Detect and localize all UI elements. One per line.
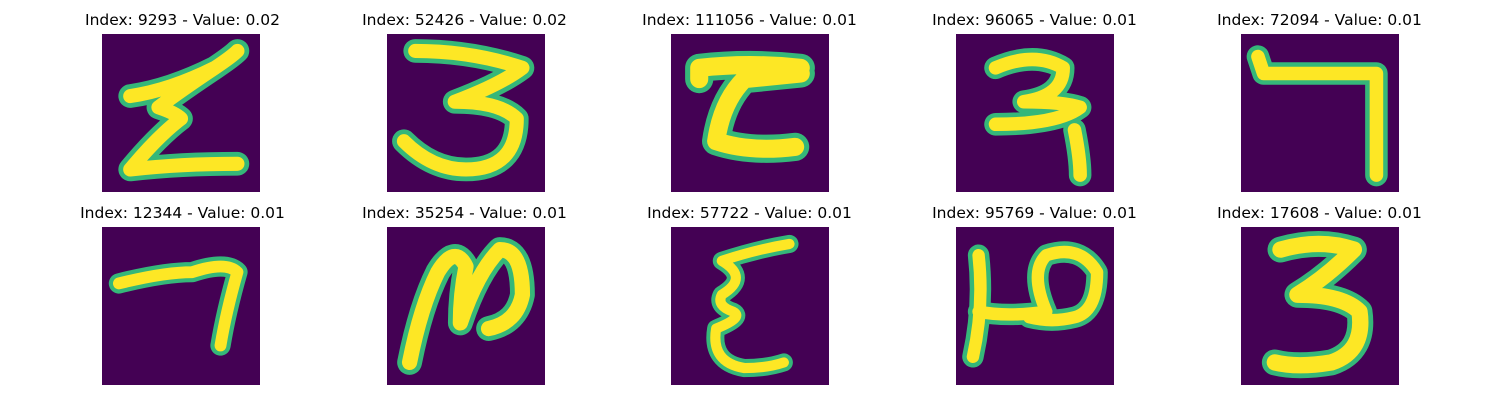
digit-image: [102, 227, 260, 385]
panel-2: Index: 52426 - Value: 0.02: [322, 0, 607, 192]
panel-title: Index: 96065 - Value: 0.01: [932, 11, 1137, 29]
panel-title: Index: 17608 - Value: 0.01: [1217, 204, 1422, 222]
panel-7: Index: 35254 - Value: 0.01: [322, 193, 607, 385]
panel-1: Index: 9293 - Value: 0.02: [40, 0, 325, 192]
digit-image: [956, 227, 1114, 385]
panel-title: Index: 95769 - Value: 0.01: [932, 204, 1137, 222]
panel-title: Index: 9293 - Value: 0.02: [85, 11, 280, 29]
digit-image: [1241, 227, 1399, 385]
glyph-shape: [962, 241, 1108, 368]
digit-image: [671, 227, 829, 385]
panel-title: Index: 52426 - Value: 0.02: [362, 11, 567, 29]
panel-9: Index: 95769 - Value: 0.01: [892, 193, 1177, 385]
glyph-shape: [1246, 45, 1388, 187]
panel-4: Index: 96065 - Value: 0.01: [892, 0, 1177, 192]
panel-8: Index: 57722 - Value: 0.01: [607, 193, 892, 385]
panel-title: Index: 35254 - Value: 0.01: [362, 204, 567, 222]
panel-6: Index: 12344 - Value: 0.01: [40, 193, 325, 385]
panel-title: Index: 12344 - Value: 0.01: [80, 204, 285, 222]
digit-image: [671, 34, 829, 192]
panel-10: Index: 17608 - Value: 0.01: [1177, 193, 1462, 385]
glyph-shape: [397, 237, 535, 375]
panel-5: Index: 72094 - Value: 0.01: [1177, 0, 1462, 192]
digit-image: [387, 34, 545, 192]
glyph-shape: [392, 39, 535, 182]
glyph-shape: [1261, 231, 1374, 379]
glyph-shape: [118, 39, 250, 182]
digit-image: [1241, 34, 1399, 192]
digit-image: [102, 34, 260, 192]
glyph-shape: [685, 50, 815, 163]
panel-title: Index: 57722 - Value: 0.01: [647, 204, 852, 222]
glyph-shape: [984, 48, 1092, 187]
digit-image: [956, 34, 1114, 192]
digit-image: [387, 227, 545, 385]
panel-3: Index: 111056 - Value: 0.01: [607, 0, 892, 192]
panel-title: Index: 72094 - Value: 0.01: [1217, 11, 1422, 29]
glyph-shape: [108, 256, 248, 356]
panel-title: Index: 111056 - Value: 0.01: [642, 11, 857, 29]
glyph-shape: [706, 234, 799, 378]
